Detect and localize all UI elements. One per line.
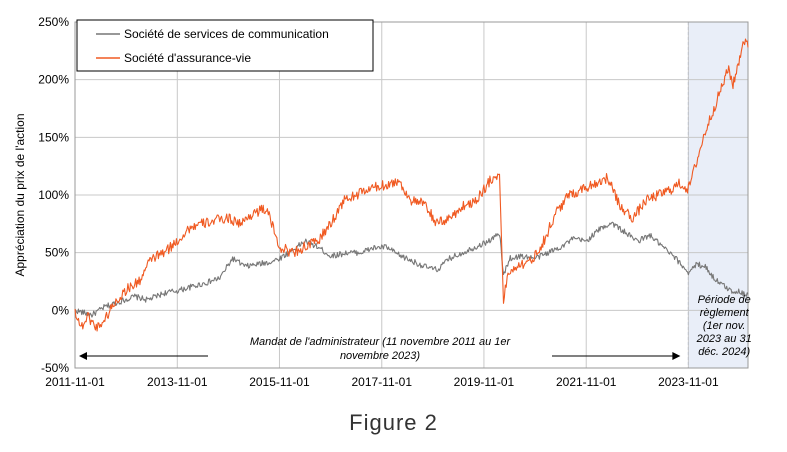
y-tick-label: 50% bbox=[45, 246, 69, 260]
legend: Société de services de communication Soci… bbox=[76, 19, 374, 72]
y-tick-label: 0% bbox=[52, 303, 70, 317]
y-axis-label: Appréciation du prix de l'action bbox=[13, 113, 27, 276]
figure-caption: Figure 2 bbox=[349, 410, 438, 435]
plot-border bbox=[74, 21, 749, 369]
arrowhead-left bbox=[79, 352, 87, 360]
y-tick-label: 100% bbox=[38, 188, 69, 202]
x-tick-label: 2011-11-01 bbox=[45, 375, 105, 389]
legend-label-1: Société de services de communication bbox=[124, 27, 329, 41]
x-tick-label: 2019-11-01 bbox=[454, 375, 515, 389]
series-lines bbox=[74, 38, 749, 332]
x-tick-label: 2015-11-01 bbox=[249, 375, 310, 389]
legend-box bbox=[76, 19, 374, 72]
y-tick-label: 150% bbox=[38, 130, 69, 144]
x-tick-label: 2023-11-01 bbox=[658, 375, 719, 389]
settlement-note: Période de règlement (1er nov. 2023 au 31 dé… bbox=[696, 294, 752, 358]
y-tick-label: 200% bbox=[38, 73, 69, 87]
x-tick-label: 2021-11-01 bbox=[556, 375, 617, 389]
annotations: Mandat de l'administrateur (11 novembre … bbox=[79, 294, 752, 362]
x-tick-label: 2017-11-01 bbox=[352, 375, 413, 389]
y-tick-label: 250% bbox=[38, 15, 69, 29]
legend-label-2: Société d'assurance-vie bbox=[124, 51, 251, 65]
series-line-1 bbox=[74, 221, 749, 318]
y-tick-label: -50% bbox=[41, 361, 69, 375]
arrowhead-right bbox=[672, 352, 681, 360]
x-tick-label: 2013-11-01 bbox=[147, 375, 208, 389]
line-chart: 250% 200% 150% 100% 50% 0% -50%2011-11-01 2013-… bbox=[13, 15, 752, 389]
axes: 250% 200% 150% 100% 50% 0% -50%2011-11-01 2013-… bbox=[13, 15, 749, 389]
series-line-2 bbox=[74, 38, 749, 332]
mandate-note: Mandat de l'administrateur (11 novembre … bbox=[250, 336, 512, 362]
